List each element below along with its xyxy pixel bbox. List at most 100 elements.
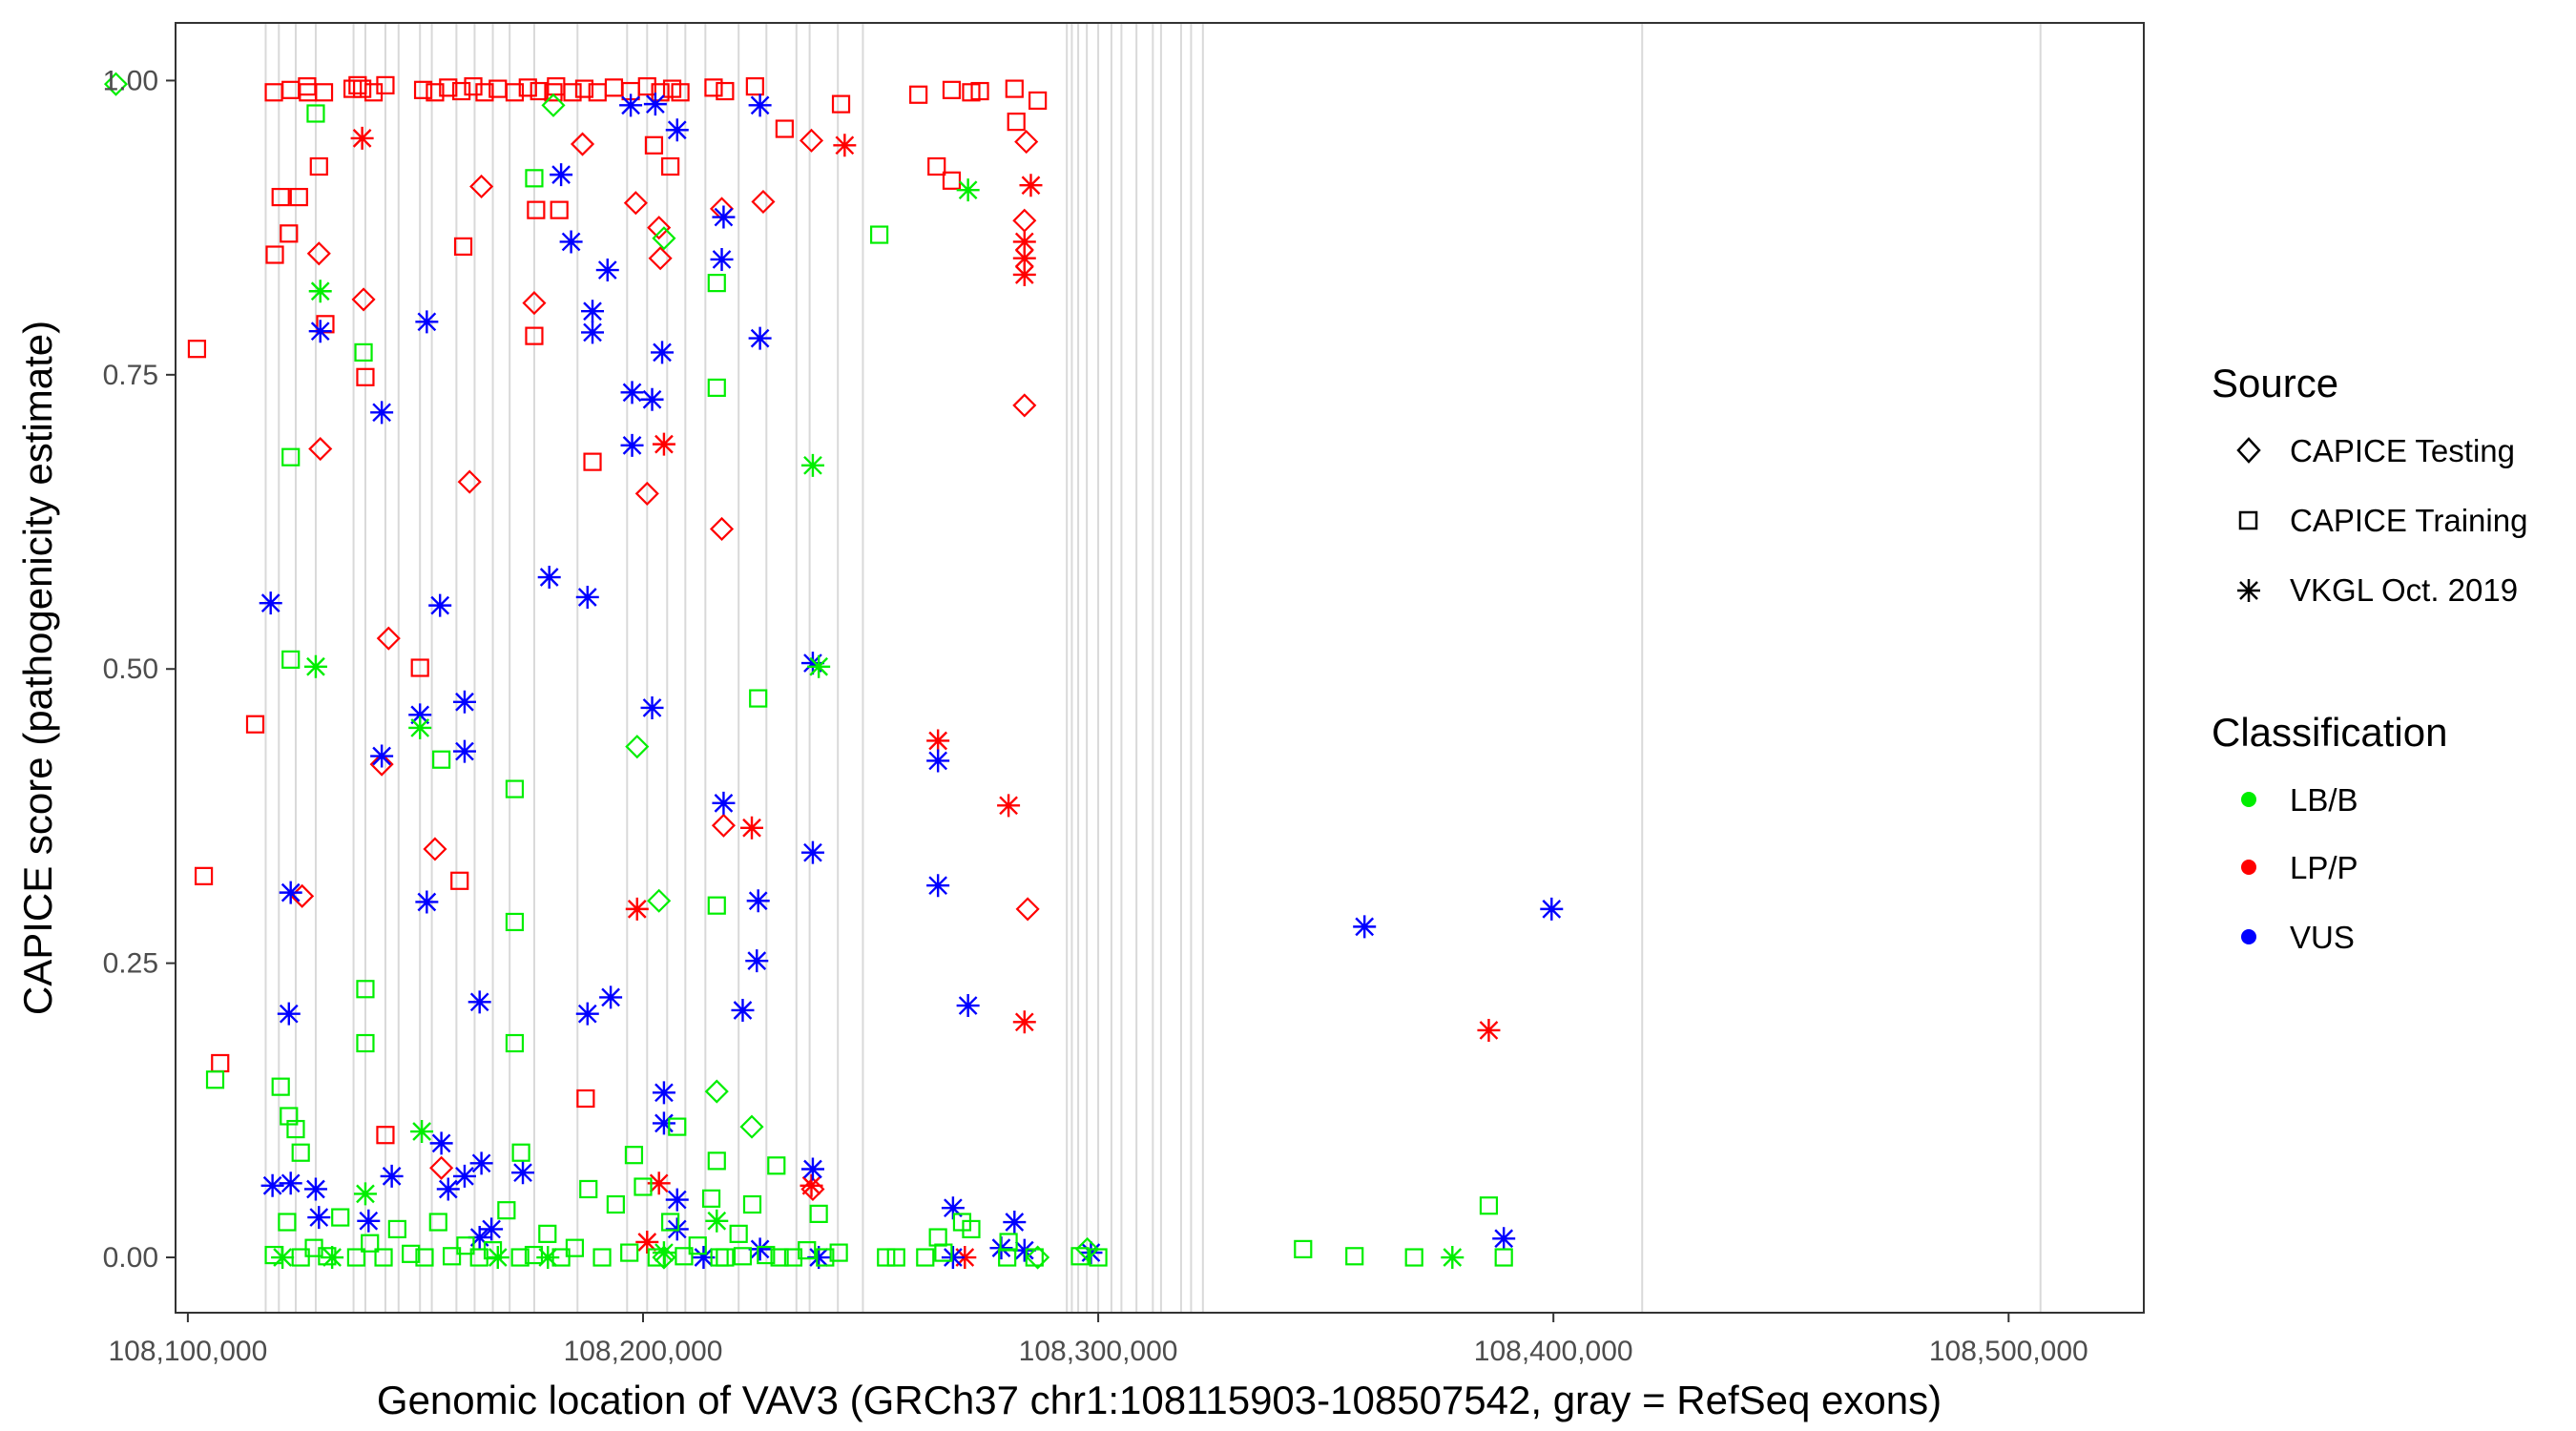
point-vkgl-vus [575, 1002, 599, 1026]
point-training-lpp [644, 135, 664, 155]
point-vkgl-vus [712, 791, 736, 815]
point-training-lpp [356, 367, 375, 386]
point-training-lpp [376, 75, 395, 94]
point-vkgl-vus [1353, 915, 1377, 939]
point-vkgl-lbb [353, 1182, 377, 1206]
point-training-lpp [271, 187, 290, 207]
point-vkgl-vus [640, 387, 664, 411]
point-training-lbb [505, 1033, 525, 1053]
y-tick-label: 0.25 [103, 948, 158, 980]
point-vkgl-lbb [1441, 1246, 1465, 1270]
point-training-lpp [583, 452, 602, 471]
point-training-lbb [525, 169, 544, 188]
point-vkgl-vus [1492, 1227, 1516, 1251]
data-points [103, 72, 1564, 1270]
point-testing-lpp [709, 516, 735, 541]
y-tick-label: 0.50 [103, 653, 158, 685]
point-training-lbb [624, 1146, 644, 1165]
point-vkgl-vus [748, 93, 772, 117]
point-vkgl-vus [575, 585, 599, 609]
point-vkgl-vus [277, 1002, 301, 1026]
point-vkgl-vus [279, 881, 302, 904]
point-training-lbb [707, 378, 726, 398]
asterisk-icon [2237, 579, 2260, 602]
point-training-lbb [356, 1033, 375, 1053]
point-training-lbb [497, 1201, 516, 1220]
point-vkgl-lbb [486, 1246, 509, 1270]
point-training-lbb [877, 1248, 896, 1267]
point-vkgl-vus [620, 381, 644, 404]
point-testing-lbb [652, 1245, 676, 1270]
point-training-lbb [809, 1204, 828, 1223]
dot-icon [2241, 929, 2256, 944]
point-training-lbb [205, 1070, 225, 1089]
point-training-lbb [998, 1248, 1017, 1267]
square-icon [2238, 510, 2258, 530]
point-training-lbb [374, 1248, 393, 1267]
dot-icon [2241, 792, 2256, 807]
point-training-lbb [729, 1224, 748, 1243]
point-training-lpp [550, 200, 569, 219]
point-testing-lpp [1015, 897, 1040, 922]
point-vkgl-vus [746, 889, 770, 913]
point-testing-lpp [369, 752, 394, 777]
point-testing-lbb [652, 226, 676, 251]
point-vkgl-vus [652, 1111, 675, 1135]
point-vkgl-vus [581, 300, 605, 323]
point-training-lpp [927, 156, 946, 176]
point-training-lbb [428, 1213, 447, 1232]
point-training-lbb [688, 1236, 707, 1255]
point-vkgl-vus [643, 93, 667, 116]
point-training-lbb [356, 980, 375, 999]
point-training-lbb [402, 1244, 421, 1263]
point-testing-lbb [739, 1114, 764, 1139]
point-vkgl-lbb [321, 1246, 344, 1270]
point-training-lpp [348, 75, 367, 94]
point-training-lpp [265, 245, 284, 264]
point-testing-lpp [751, 189, 776, 215]
point-vkgl-lpp [1012, 1010, 1036, 1034]
point-vkgl-vus [467, 990, 491, 1014]
point-training-lpp [505, 83, 525, 102]
point-training-lpp [413, 80, 433, 99]
point-training-lpp [475, 83, 494, 102]
point-vkgl-vus [370, 744, 394, 768]
point-training-lpp [518, 78, 537, 97]
point-testing-lpp [522, 291, 547, 316]
point-training-lbb [432, 750, 451, 769]
point-testing-lpp [376, 626, 401, 651]
point-training-lbb [579, 1179, 598, 1199]
y-tick-label: 1.00 [103, 65, 158, 96]
point-training-lpp [343, 79, 363, 98]
point-training-lbb [1494, 1248, 1513, 1267]
point-vkgl-vus [469, 1151, 493, 1175]
point-testing-lbb [647, 888, 672, 913]
point-vkgl-lpp [647, 1172, 671, 1195]
point-training-lbb [707, 896, 726, 915]
legend-item-lpp: LP/P [2241, 850, 2358, 885]
point-training-lpp [716, 81, 735, 101]
point-vkgl-vus [357, 1209, 381, 1233]
x-tick-label: 108,400,000 [1474, 1336, 1633, 1367]
point-training-lbb [505, 912, 525, 932]
point-training-lbb [331, 1208, 350, 1227]
point-training-lpp [576, 1089, 595, 1109]
point-testing-lpp [623, 191, 648, 216]
point-training-lbb [354, 342, 373, 363]
point-training-lbb [916, 1248, 935, 1267]
point-testing-lpp [570, 132, 595, 156]
point-vkgl-lbb [956, 178, 980, 202]
x-tick-label: 108,500,000 [1929, 1336, 2088, 1367]
point-vkgl-vus [956, 994, 980, 1018]
point-vkgl-vus [452, 739, 476, 763]
point-training-lbb [271, 1077, 290, 1096]
point-training-lpp [309, 156, 328, 176]
point-training-lbb [443, 1247, 462, 1266]
legend-label: LB/B [2290, 782, 2358, 818]
legend-item-vus: VUS [2241, 920, 2355, 955]
point-vkgl-lbb [807, 654, 831, 678]
point-training-lpp [970, 81, 989, 101]
point-training-lpp [775, 119, 794, 138]
point-vkgl-vus [595, 259, 619, 282]
point-training-lbb [280, 1107, 299, 1126]
